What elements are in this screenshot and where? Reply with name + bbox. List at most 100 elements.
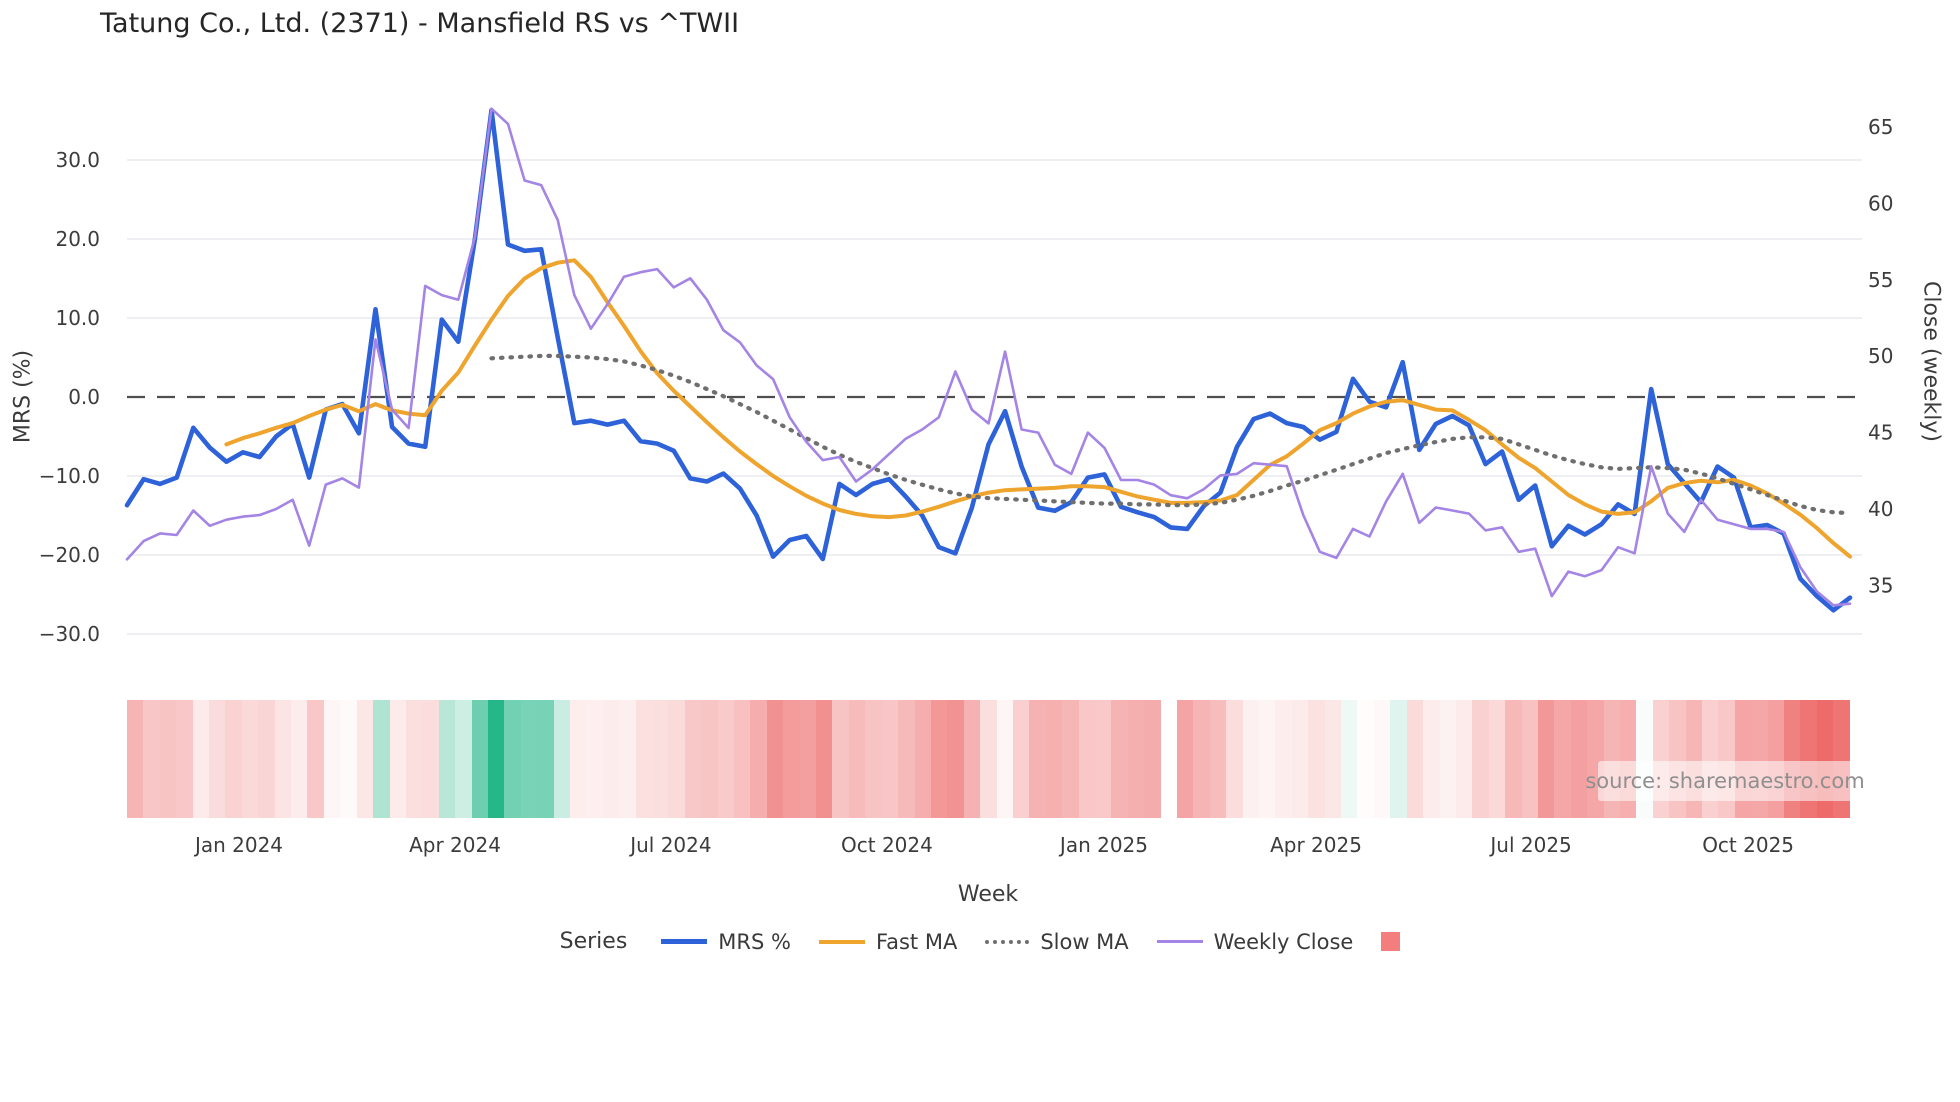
slow-ma-line-swatch-icon: [985, 939, 1030, 944]
x-axis-tick-label: Apr 2024: [409, 833, 501, 857]
heatmap-cell: [1111, 700, 1128, 818]
heatmap-cell: [1078, 700, 1095, 818]
heatmap-cell: [1390, 700, 1407, 818]
legend: Series MRS % Fast MA Slow MA Weekly Clos…: [0, 929, 1960, 954]
heatmap-cell: [340, 700, 357, 818]
heatmap-cell: [799, 700, 817, 818]
chart-canvas: 30.0 20.0 10.0 0.0 −10.0 −20.0 −30.0 65 60 55 50 45…: [39, 107, 1893, 857]
heatmap-cell: [143, 700, 160, 818]
heatmap-cell: [1505, 700, 1522, 818]
series-line-fast-ma: [224, 258, 1852, 559]
heatmap-legend-swatch-icon[interactable]: [1381, 932, 1401, 951]
y-axis-left-tick-label: 30.0: [55, 148, 100, 172]
heatmap-cell: [1406, 700, 1424, 818]
heatmap-cell: [1472, 700, 1489, 818]
heatmap-cell: [553, 700, 570, 818]
heatmap-cell: [766, 700, 784, 818]
y-axis-right-tick-label: 45: [1868, 421, 1893, 445]
x-axis-tick-label: Jul 2025: [1488, 833, 1571, 857]
heatmap-cell: [1259, 700, 1276, 818]
heatmap-cell: [291, 700, 308, 818]
watermark-text: source: sharemaestro.com: [1585, 769, 1865, 793]
heatmap-cell: [1554, 700, 1571, 818]
heatmap-cell: [569, 700, 587, 818]
fast-ma-line-swatch-icon: [818, 939, 865, 944]
heatmap-cell: [176, 700, 193, 818]
y-axis-left-title: MRS (%): [10, 349, 36, 444]
heatmap-cell: [1160, 700, 1177, 818]
heatmap-cell: [1324, 700, 1342, 818]
heatmap-cell: [930, 700, 948, 818]
x-axis-tick-label: Jan 2024: [193, 833, 283, 857]
heatmap-cell: [1373, 700, 1391, 818]
heatmap-cell: [1455, 700, 1473, 818]
heatmap-cell: [487, 700, 505, 818]
heatmap-cell: [1570, 700, 1588, 818]
heatmap-cell: [881, 700, 899, 818]
heatmap-cell: [783, 700, 800, 818]
heatmap-cell: [816, 700, 833, 818]
heatmap-cell: [832, 700, 849, 818]
heatmap-cell: [963, 700, 981, 818]
weekly-close-line-swatch-icon: [1156, 940, 1203, 943]
heatmap-cell: [1275, 700, 1292, 818]
heatmap-cell: [1226, 700, 1243, 818]
y-axis-left-tick-label: 20.0: [55, 227, 100, 251]
heatmap-cell: [586, 700, 603, 818]
x-axis-tick-label: Oct 2024: [841, 833, 933, 857]
legend-item-label: Fast MA: [875, 929, 958, 954]
heatmap-cell: [241, 700, 259, 818]
x-axis-tick-label: Apr 2025: [1270, 833, 1362, 857]
heatmap-cell: [947, 700, 964, 818]
y-axis-right-tick-label: 50: [1868, 344, 1893, 368]
heatmap-cell: [209, 700, 226, 818]
heatmap-cell: [1521, 700, 1538, 818]
heatmap-strip: [127, 700, 1850, 818]
heatmap-cell: [1012, 700, 1030, 818]
heatmap-cell: [127, 700, 144, 818]
heatmap-cell: [1341, 700, 1358, 818]
heatmap-cell: [438, 700, 456, 818]
legend-item-label: Slow MA: [1040, 929, 1129, 954]
heatmap-cell: [898, 700, 915, 818]
mrs-line-swatch-icon: [661, 939, 708, 944]
heatmap-cell: [717, 700, 735, 818]
heatmap-cell: [865, 700, 882, 818]
heatmap-cell: [1209, 700, 1227, 818]
heatmap-cell: [1242, 700, 1260, 818]
heatmap-cell: [1488, 700, 1506, 818]
y-axis-left-tick-label: 10.0: [55, 306, 100, 330]
x-axis-tick-label: Oct 2025: [1702, 833, 1794, 857]
heatmap-cell: [668, 700, 685, 818]
heatmap-cell: [1423, 700, 1440, 818]
y-axis-right-tick-label: 60: [1868, 191, 1893, 215]
legend-item-label: MRS %: [718, 929, 791, 954]
x-axis-tick-label: Jan 2025: [1058, 833, 1148, 857]
heatmap-cell: [635, 700, 652, 818]
legend-item-fast-ma[interactable]: Fast MA: [818, 929, 958, 954]
y-axis-left-tick-label: −20.0: [39, 543, 100, 567]
y-axis-right-tick-label: 35: [1868, 573, 1893, 597]
y-axis-right-tick-label: 65: [1868, 115, 1893, 139]
heatmap-cell: [1308, 700, 1325, 818]
y-axis-left-tick-label: −30.0: [39, 622, 100, 646]
heatmap-cell: [1144, 700, 1161, 818]
heatmap-cell: [1062, 700, 1079, 818]
heatmap-cell: [373, 700, 390, 818]
heatmap-cell: [848, 700, 866, 818]
heatmap-cell: [996, 700, 1013, 818]
heatmap-cell: [1127, 700, 1145, 818]
heatmap-cell: [914, 700, 931, 818]
heatmap-cell: [537, 700, 554, 818]
heatmap-cell: [701, 700, 718, 818]
legend-item-slow-ma[interactable]: Slow MA: [985, 929, 1129, 954]
heatmap-cell: [356, 700, 374, 818]
chart-title: Tatung Co., Ltd. (2371) - Mansfield RS v…: [100, 8, 740, 39]
legend-item-weekly-close[interactable]: Weekly Close: [1156, 930, 1353, 954]
heatmap-cell: [258, 700, 275, 818]
heatmap-cell: [619, 700, 636, 818]
heatmap-cell: [1357, 700, 1374, 818]
legend-item-mrs[interactable]: MRS %: [661, 930, 791, 954]
y-axis-left-tick-label: −10.0: [39, 464, 100, 488]
